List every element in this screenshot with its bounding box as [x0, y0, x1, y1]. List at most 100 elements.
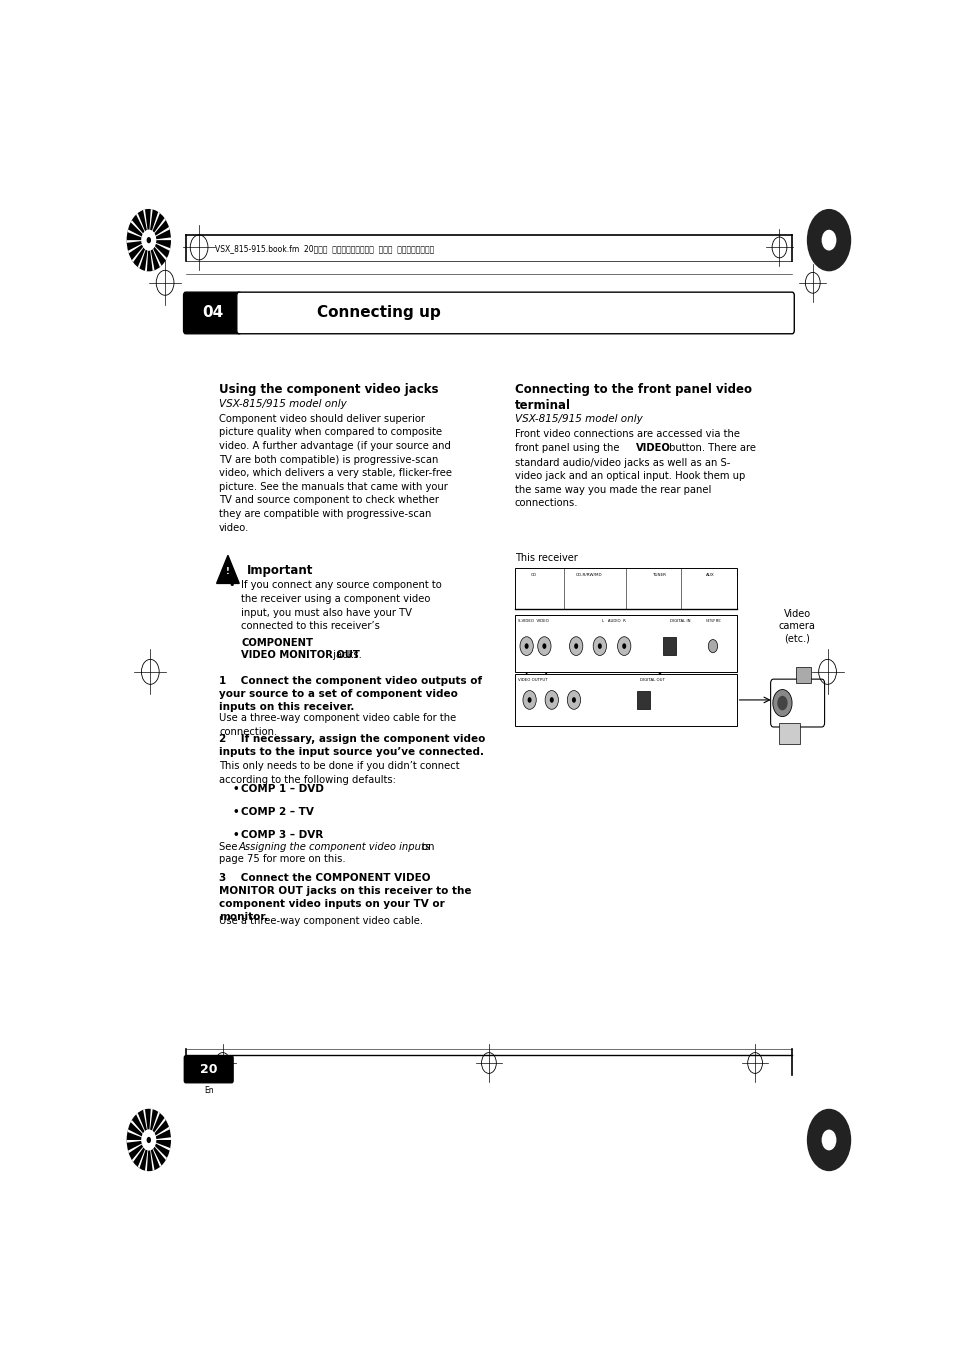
Wedge shape	[128, 1140, 149, 1154]
Wedge shape	[149, 1127, 170, 1140]
Bar	[779, 723, 800, 743]
Circle shape	[141, 230, 156, 250]
Text: COMP 3 – DVR: COMP 3 – DVR	[241, 830, 323, 840]
Circle shape	[542, 643, 546, 648]
Wedge shape	[149, 1138, 171, 1140]
Text: Video
camera
(etc.): Video camera (etc.)	[778, 609, 815, 644]
Bar	[637, 690, 649, 709]
Circle shape	[821, 230, 836, 250]
Text: •: •	[233, 784, 239, 794]
Circle shape	[141, 230, 156, 250]
Circle shape	[806, 209, 850, 272]
Circle shape	[567, 690, 580, 709]
Text: Use a three-way component video cable for the
connection.: Use a three-way component video cable fo…	[219, 713, 456, 736]
Circle shape	[519, 636, 533, 655]
Text: This receiver: This receiver	[515, 554, 577, 563]
Text: standard audio/video jacks as well as an S-
video jack and an optical input. Hoo: standard audio/video jacks as well as an…	[515, 458, 744, 508]
Text: 3    Connect the COMPONENT VIDEO
MONITOR OUT jacks on this receiver to the
compo: 3 Connect the COMPONENT VIDEO MONITOR OU…	[219, 873, 471, 923]
Wedge shape	[131, 1120, 149, 1140]
Circle shape	[549, 697, 553, 703]
Circle shape	[574, 643, 578, 648]
Polygon shape	[216, 555, 239, 584]
Wedge shape	[143, 209, 149, 240]
Wedge shape	[127, 240, 149, 243]
FancyBboxPatch shape	[184, 1055, 233, 1082]
Text: SETUP MIC: SETUP MIC	[705, 619, 720, 623]
Text: VIDEO MONITOR OUT: VIDEO MONITOR OUT	[241, 650, 359, 661]
Text: DIGITAL OUT: DIGITAL OUT	[639, 678, 664, 682]
Text: 04: 04	[202, 305, 223, 320]
Circle shape	[127, 209, 171, 272]
Wedge shape	[149, 238, 171, 240]
Wedge shape	[149, 240, 170, 251]
Wedge shape	[137, 1140, 149, 1169]
Wedge shape	[131, 220, 149, 240]
Text: See: See	[219, 843, 240, 852]
Text: !: !	[226, 567, 230, 576]
Circle shape	[147, 1136, 151, 1143]
Wedge shape	[145, 240, 149, 272]
Circle shape	[707, 639, 717, 653]
Text: DIGITAL IN: DIGITAL IN	[669, 619, 690, 623]
Bar	[515, 567, 736, 609]
Text: VSX-815/915 model only: VSX-815/915 model only	[219, 400, 347, 409]
Text: Using the component video jacks: Using the component video jacks	[219, 382, 438, 396]
Text: button. There are: button. There are	[665, 443, 756, 453]
Text: COMP 1 – DVD: COMP 1 – DVD	[241, 784, 324, 794]
Text: Front video connections are accessed via the
front panel using the: Front video connections are accessed via…	[515, 430, 739, 453]
Wedge shape	[149, 240, 167, 261]
Text: L   AUDIO  R: L AUDIO R	[601, 619, 625, 623]
Wedge shape	[136, 213, 149, 240]
Circle shape	[537, 636, 551, 655]
Text: If you connect any source component to
the receiver using a component video
inpu: If you connect any source component to t…	[241, 581, 441, 631]
Bar	[515, 674, 736, 725]
Text: Connecting up: Connecting up	[317, 305, 440, 320]
Bar	[515, 615, 736, 671]
Circle shape	[777, 696, 787, 711]
Text: AUX: AUX	[705, 573, 715, 577]
Bar	[662, 636, 676, 655]
Wedge shape	[149, 240, 154, 270]
Text: COMPONENT: COMPONENT	[241, 638, 313, 647]
Text: 2    If necessary, assign the component video
inputs to the input source you’ve : 2 If necessary, assign the component vid…	[219, 735, 485, 758]
Wedge shape	[132, 1140, 149, 1162]
Text: •: •	[228, 581, 234, 590]
Circle shape	[617, 636, 630, 655]
Wedge shape	[149, 1117, 166, 1140]
Wedge shape	[127, 1140, 149, 1143]
Circle shape	[621, 643, 625, 648]
Bar	[795, 666, 810, 684]
Wedge shape	[149, 1140, 167, 1161]
Circle shape	[544, 690, 558, 709]
Text: COMP 2 – TV: COMP 2 – TV	[241, 807, 314, 817]
Text: Connecting to the front panel video
terminal: Connecting to the front panel video term…	[515, 382, 751, 412]
Text: VIDEO OUTPUT: VIDEO OUTPUT	[518, 678, 548, 682]
Wedge shape	[145, 1140, 149, 1171]
FancyBboxPatch shape	[770, 680, 823, 727]
Text: Assigning the component video inputs: Assigning the component video inputs	[238, 843, 430, 852]
Circle shape	[806, 1109, 850, 1171]
Text: CD-R/RW/MD: CD-R/RW/MD	[575, 573, 601, 577]
Circle shape	[147, 236, 151, 243]
Circle shape	[127, 1109, 171, 1171]
Circle shape	[821, 1129, 836, 1150]
FancyBboxPatch shape	[236, 292, 794, 334]
Text: Component video should deliver superior
picture quality when compared to composi: Component video should deliver superior …	[219, 413, 452, 532]
Text: •: •	[233, 830, 239, 840]
Wedge shape	[137, 240, 149, 269]
Circle shape	[593, 636, 606, 655]
Circle shape	[141, 1129, 156, 1150]
Wedge shape	[128, 1129, 149, 1140]
Circle shape	[772, 689, 791, 716]
Wedge shape	[149, 1112, 160, 1140]
Wedge shape	[149, 218, 166, 240]
Text: S-VIDEO  VIDEO: S-VIDEO VIDEO	[518, 619, 549, 623]
Text: on: on	[418, 843, 434, 852]
Circle shape	[524, 643, 528, 648]
Wedge shape	[149, 1109, 152, 1140]
Text: page 75 for more on this.: page 75 for more on this.	[219, 854, 345, 863]
Circle shape	[522, 690, 536, 709]
Text: TUNER: TUNER	[651, 573, 665, 577]
Text: Important: Important	[247, 563, 314, 577]
Circle shape	[572, 697, 576, 703]
